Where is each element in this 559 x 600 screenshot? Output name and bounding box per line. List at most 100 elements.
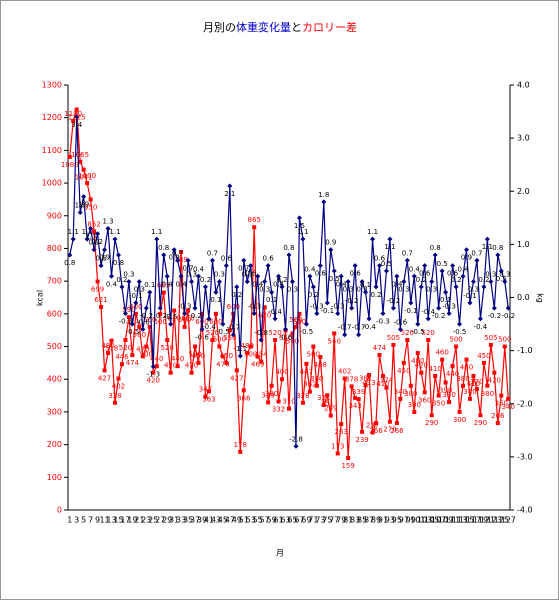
data-label: 1.1 — [68, 228, 79, 236]
data-label: 560 — [289, 316, 302, 324]
data-label: 300 — [408, 401, 421, 409]
point — [154, 364, 159, 369]
data-label: 1.3 — [85, 232, 96, 240]
x-tick-label: 97 — [399, 516, 409, 525]
x-tick-label: 81 — [343, 516, 353, 525]
point — [443, 380, 448, 385]
point — [158, 311, 163, 316]
data-label: 1065 — [71, 151, 89, 159]
data-label: 380 — [265, 390, 278, 398]
data-label: 374 — [380, 377, 394, 385]
x-tick-label: 41 — [204, 516, 214, 525]
y-tick-label: 200 — [47, 440, 62, 449]
data-label: 0.5 — [496, 275, 507, 283]
data-label: 420 — [488, 377, 501, 385]
point — [380, 310, 386, 316]
point — [397, 326, 403, 332]
point — [359, 279, 365, 285]
data-label: 450 — [477, 352, 490, 360]
data-label: 340 — [394, 388, 407, 396]
point — [370, 236, 376, 242]
point — [216, 279, 222, 285]
x-tick-label: 39 — [197, 516, 207, 525]
x-tick-label: 77 — [329, 516, 339, 525]
data-label: 0.2 — [370, 291, 381, 299]
title-segment: 月別の — [203, 21, 236, 34]
point — [186, 308, 191, 313]
data-label: 460 — [460, 364, 473, 372]
point — [283, 326, 289, 332]
point — [220, 321, 226, 327]
data-label: 1.2 — [92, 238, 103, 246]
point — [345, 279, 351, 285]
data-label: 350 — [432, 400, 445, 408]
point — [154, 236, 160, 242]
point — [175, 257, 181, 263]
point — [474, 387, 479, 392]
data-label: 0.6 — [419, 270, 431, 278]
data-label: 0.3 — [343, 286, 354, 294]
data-label: 347 — [199, 386, 212, 394]
x-tick-label: 9 — [95, 516, 100, 525]
point — [223, 263, 229, 269]
x-tick-label: 91 — [378, 516, 388, 525]
point — [429, 413, 434, 418]
point — [373, 284, 379, 290]
point — [109, 338, 114, 343]
point — [172, 308, 177, 313]
point — [499, 393, 504, 398]
data-label: -0.4 — [362, 323, 376, 331]
data-label: 600 — [154, 318, 167, 326]
data-label: 0.2 — [116, 276, 127, 284]
point — [339, 422, 344, 427]
point — [401, 279, 407, 285]
data-label: -0.2 — [387, 297, 401, 305]
y2-tick-label: 4.0 — [517, 81, 530, 90]
data-label: -0.5 — [300, 328, 314, 336]
point — [203, 394, 208, 399]
y-tick-label: 1000 — [42, 179, 62, 188]
data-label: 610 — [181, 315, 194, 323]
data-label: 0.3 — [242, 271, 253, 279]
data-label: 350 — [495, 400, 508, 408]
data-label: 1.6 — [75, 202, 87, 210]
data-label: 0.5 — [329, 275, 340, 283]
x-tick-label: 69 — [301, 516, 311, 525]
x-tick-label: 103 — [417, 516, 432, 525]
data-label: 500 — [188, 351, 201, 359]
data-label: 1.3 — [102, 217, 113, 225]
point — [307, 273, 313, 279]
point — [133, 300, 139, 306]
y-tick-label: 400 — [47, 375, 62, 384]
point — [98, 263, 104, 269]
point — [70, 236, 76, 242]
x-tick-label: 107 — [431, 516, 446, 525]
point — [202, 284, 208, 290]
point — [394, 273, 400, 279]
data-label: 0.4 — [304, 265, 316, 273]
point — [286, 252, 292, 258]
x-tick-label: 99 — [406, 516, 416, 525]
point — [363, 289, 369, 295]
point — [168, 321, 174, 327]
x-tick-label: 85 — [357, 516, 367, 525]
data-label: 0.5 — [381, 260, 392, 268]
point — [390, 305, 396, 311]
x-tick-label: 7 — [88, 516, 93, 525]
data-label: 440 — [446, 370, 459, 378]
point — [91, 247, 97, 253]
data-label: 470 — [216, 360, 229, 368]
point — [168, 370, 173, 375]
data-label: 0.4 — [193, 265, 205, 273]
x-tick-label: 1 — [67, 516, 72, 525]
point — [484, 236, 490, 242]
x-tick-label: 21 — [134, 516, 144, 525]
point — [380, 373, 385, 378]
point — [150, 364, 156, 370]
point — [332, 331, 337, 336]
point — [356, 332, 362, 338]
data-label: 0.2 — [478, 276, 489, 284]
data-label: 1.8 — [318, 191, 329, 199]
x-tick-label: 113 — [452, 516, 467, 525]
